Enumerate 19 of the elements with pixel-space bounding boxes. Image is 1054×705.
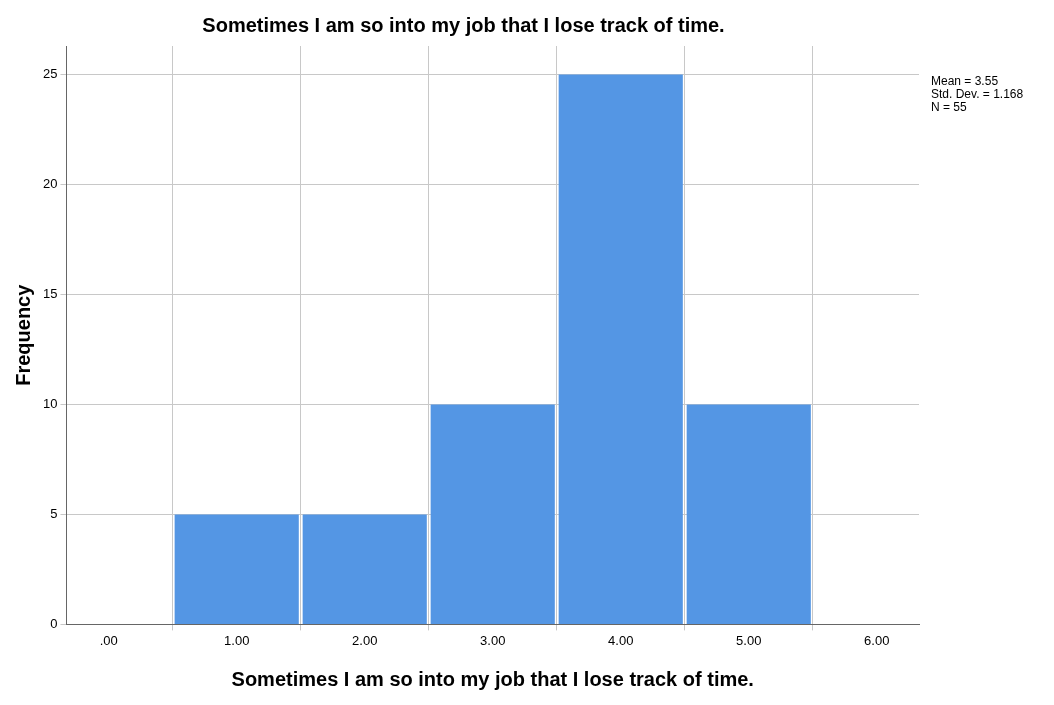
text: Std. Dev. = 1.168 [931, 87, 1024, 102]
x-tick-label: 1.00 [224, 632, 250, 648]
x-axis-title: Sometimes I am so into my job that I lose track of time. [231, 667, 754, 690]
y-tick-label: 0 [50, 615, 58, 631]
x-tick-label: 4.00 [608, 632, 634, 648]
y-tick-label: 20 [42, 176, 58, 192]
x-tick-label: 3.00 [480, 632, 506, 648]
y-tick-label: 15 [42, 286, 58, 302]
y-tick-label: 25 [42, 66, 58, 82]
x-tick-label: 5.00 [736, 632, 762, 648]
text: N = 55 [931, 100, 968, 115]
x-tick-label: 6.00 [864, 632, 890, 648]
y-tick-label: 10 [42, 396, 58, 412]
y-tick-label: 5 [50, 506, 58, 522]
chart-title: Sometimes I am so into my job that I lose track of time. [202, 13, 725, 36]
x-tick-label: .00 [99, 632, 118, 648]
text: Mean = 3.55 [931, 74, 999, 89]
y-axis-title: Frequency [11, 283, 34, 386]
x-tick-label: 2.00 [352, 632, 378, 648]
